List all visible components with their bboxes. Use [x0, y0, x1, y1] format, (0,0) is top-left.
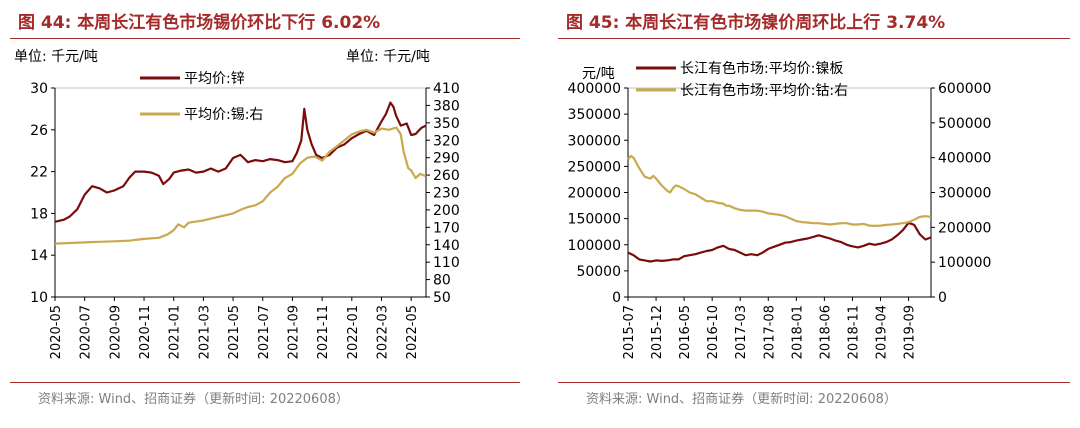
x-tick-label: 2019-09: [903, 305, 918, 359]
x-tick-label: 2020-11: [138, 305, 153, 359]
x-tick-label: 2021-09: [286, 305, 301, 359]
x-tick-label: 2022-05: [405, 305, 420, 359]
chart-panel-nickel: 图 45: 本周长江有色市场镍价周环比上行 3.74% 元/吨 0 50000 10…: [548, 0, 1080, 428]
y-right-tick-label: 140: [433, 238, 460, 254]
y-right-tick-label: 600000: [938, 81, 991, 97]
y-left-tick-label: 100000: [568, 238, 621, 254]
y-right-tick-label: 80: [433, 273, 451, 289]
y-left-tick-label: 14: [30, 248, 48, 264]
x-tick-label: 2021-07: [257, 305, 272, 359]
series-line-2: [54, 126, 427, 245]
unit-label-right: 单位: 千元/吨: [346, 49, 430, 65]
y-left-tick-label: 200000: [568, 186, 621, 202]
y-right-tick-label: 500000: [938, 116, 991, 132]
source-rule: [10, 382, 520, 383]
x-tick-label: 2016-10: [706, 305, 721, 359]
y-right-tick-label: 380: [433, 98, 460, 114]
line-chart-nickel-cobalt: 0 50000 100000 150000 200000 250000 300000 3500…: [568, 60, 992, 359]
y-right-tick-label: 100000: [938, 255, 991, 271]
x-tick-label: 2020-05: [49, 305, 64, 359]
chart-title: 图 44: 本周长江有色市场锡价环比下行 6.02%: [18, 13, 381, 33]
unit-label-left: 单位: 千元/吨: [14, 49, 98, 65]
y-left-tick-label: 0: [612, 290, 621, 306]
y-right-tick-label: 320: [433, 133, 460, 149]
y-left-tick-label: 350000: [568, 107, 621, 123]
y-left-tick-label: 18: [30, 206, 48, 222]
y-left-tick-label: 50000: [576, 264, 621, 280]
y-left-tick-label: 400000: [568, 81, 621, 97]
plot-area: [627, 87, 932, 298]
x-tick-label: 2021-05: [227, 305, 242, 359]
x-tick-label: 2021-01: [168, 305, 183, 359]
x-tick-label: 2015-07: [622, 305, 637, 359]
y-right-tick-label: 110: [433, 255, 460, 271]
y-left-tick-label: 10: [30, 290, 48, 306]
y-left-tick-label: 22: [30, 165, 48, 181]
source-note: 资料来源: Wind、招商证券（更新时间: 20220608）: [38, 392, 349, 407]
y-right-tick-label: 200000: [938, 220, 991, 236]
y-right-tick-label: 230: [433, 186, 460, 202]
x-tick-label: 2019-04: [875, 305, 890, 359]
chart-panel-tin: 图 44: 本周长江有色市场锡价环比下行 6.02% 单位: 千元/吨 单位: …: [0, 0, 530, 428]
x-tick-label: 2021-11: [316, 305, 331, 359]
y-right-tick-label: 400000: [938, 151, 991, 167]
y-left-tick-label: 250000: [568, 159, 621, 175]
unit-label-left: 元/吨: [582, 66, 615, 82]
source-note: 资料来源: Wind、招商证券（更新时间: 20220608）: [586, 392, 897, 407]
y-left-tick-label: 26: [30, 123, 48, 139]
y-right-tick-label: 410: [433, 81, 460, 97]
title-rule: [558, 38, 1070, 39]
x-tick-label: 2020-09: [108, 305, 123, 359]
x-tick-label: 2018-01: [790, 305, 805, 359]
x-tick-label: 2020-07: [79, 305, 94, 359]
y-right-tick-label: 260: [433, 168, 460, 184]
x-tick-label: 2018-11: [846, 305, 861, 359]
x-tick-label: 2017-08: [762, 305, 777, 359]
y-left-tick-label: 150000: [568, 212, 621, 228]
legend-label-1: 长江有色市场:平均价:镍板: [680, 60, 843, 77]
title-rule: [10, 38, 520, 39]
x-tick-label: 2017-03: [734, 305, 749, 359]
series-line-1: [54, 101, 427, 223]
y-right-tick-label: 0: [938, 290, 947, 306]
legend-label-2: 平均价:锡:右: [184, 107, 263, 123]
chart-title: 图 45: 本周长江有色市场镍价周环比上行 3.74%: [566, 13, 946, 33]
legend-label-2: 长江有色市场:平均价:钴:右: [680, 82, 848, 99]
y-right-tick-label: 350: [433, 116, 460, 132]
x-tick-label: 2015-12: [650, 305, 665, 359]
y-right-tick-label: 170: [433, 220, 460, 236]
y-right-tick-label: 50: [433, 290, 451, 306]
y-right-tick-label: 300000: [938, 186, 991, 202]
y-left-tick-label: 300000: [568, 133, 621, 149]
legend-label-1: 平均价:锌: [184, 71, 245, 87]
series-line-2: [627, 154, 932, 227]
y-right-tick-label: 290: [433, 151, 460, 167]
x-tick-label: 2018-06: [818, 305, 833, 359]
x-tick-label: 2021-03: [197, 305, 212, 359]
y-right-tick-label: 200: [433, 203, 460, 219]
y-left-tick-label: 30: [30, 81, 48, 97]
source-rule: [558, 382, 1070, 383]
x-tick-label: 2022-03: [375, 305, 390, 359]
series-line-1: [627, 221, 932, 263]
x-tick-label: 2022-01: [346, 305, 361, 359]
x-tick-label: 2016-05: [678, 305, 693, 359]
